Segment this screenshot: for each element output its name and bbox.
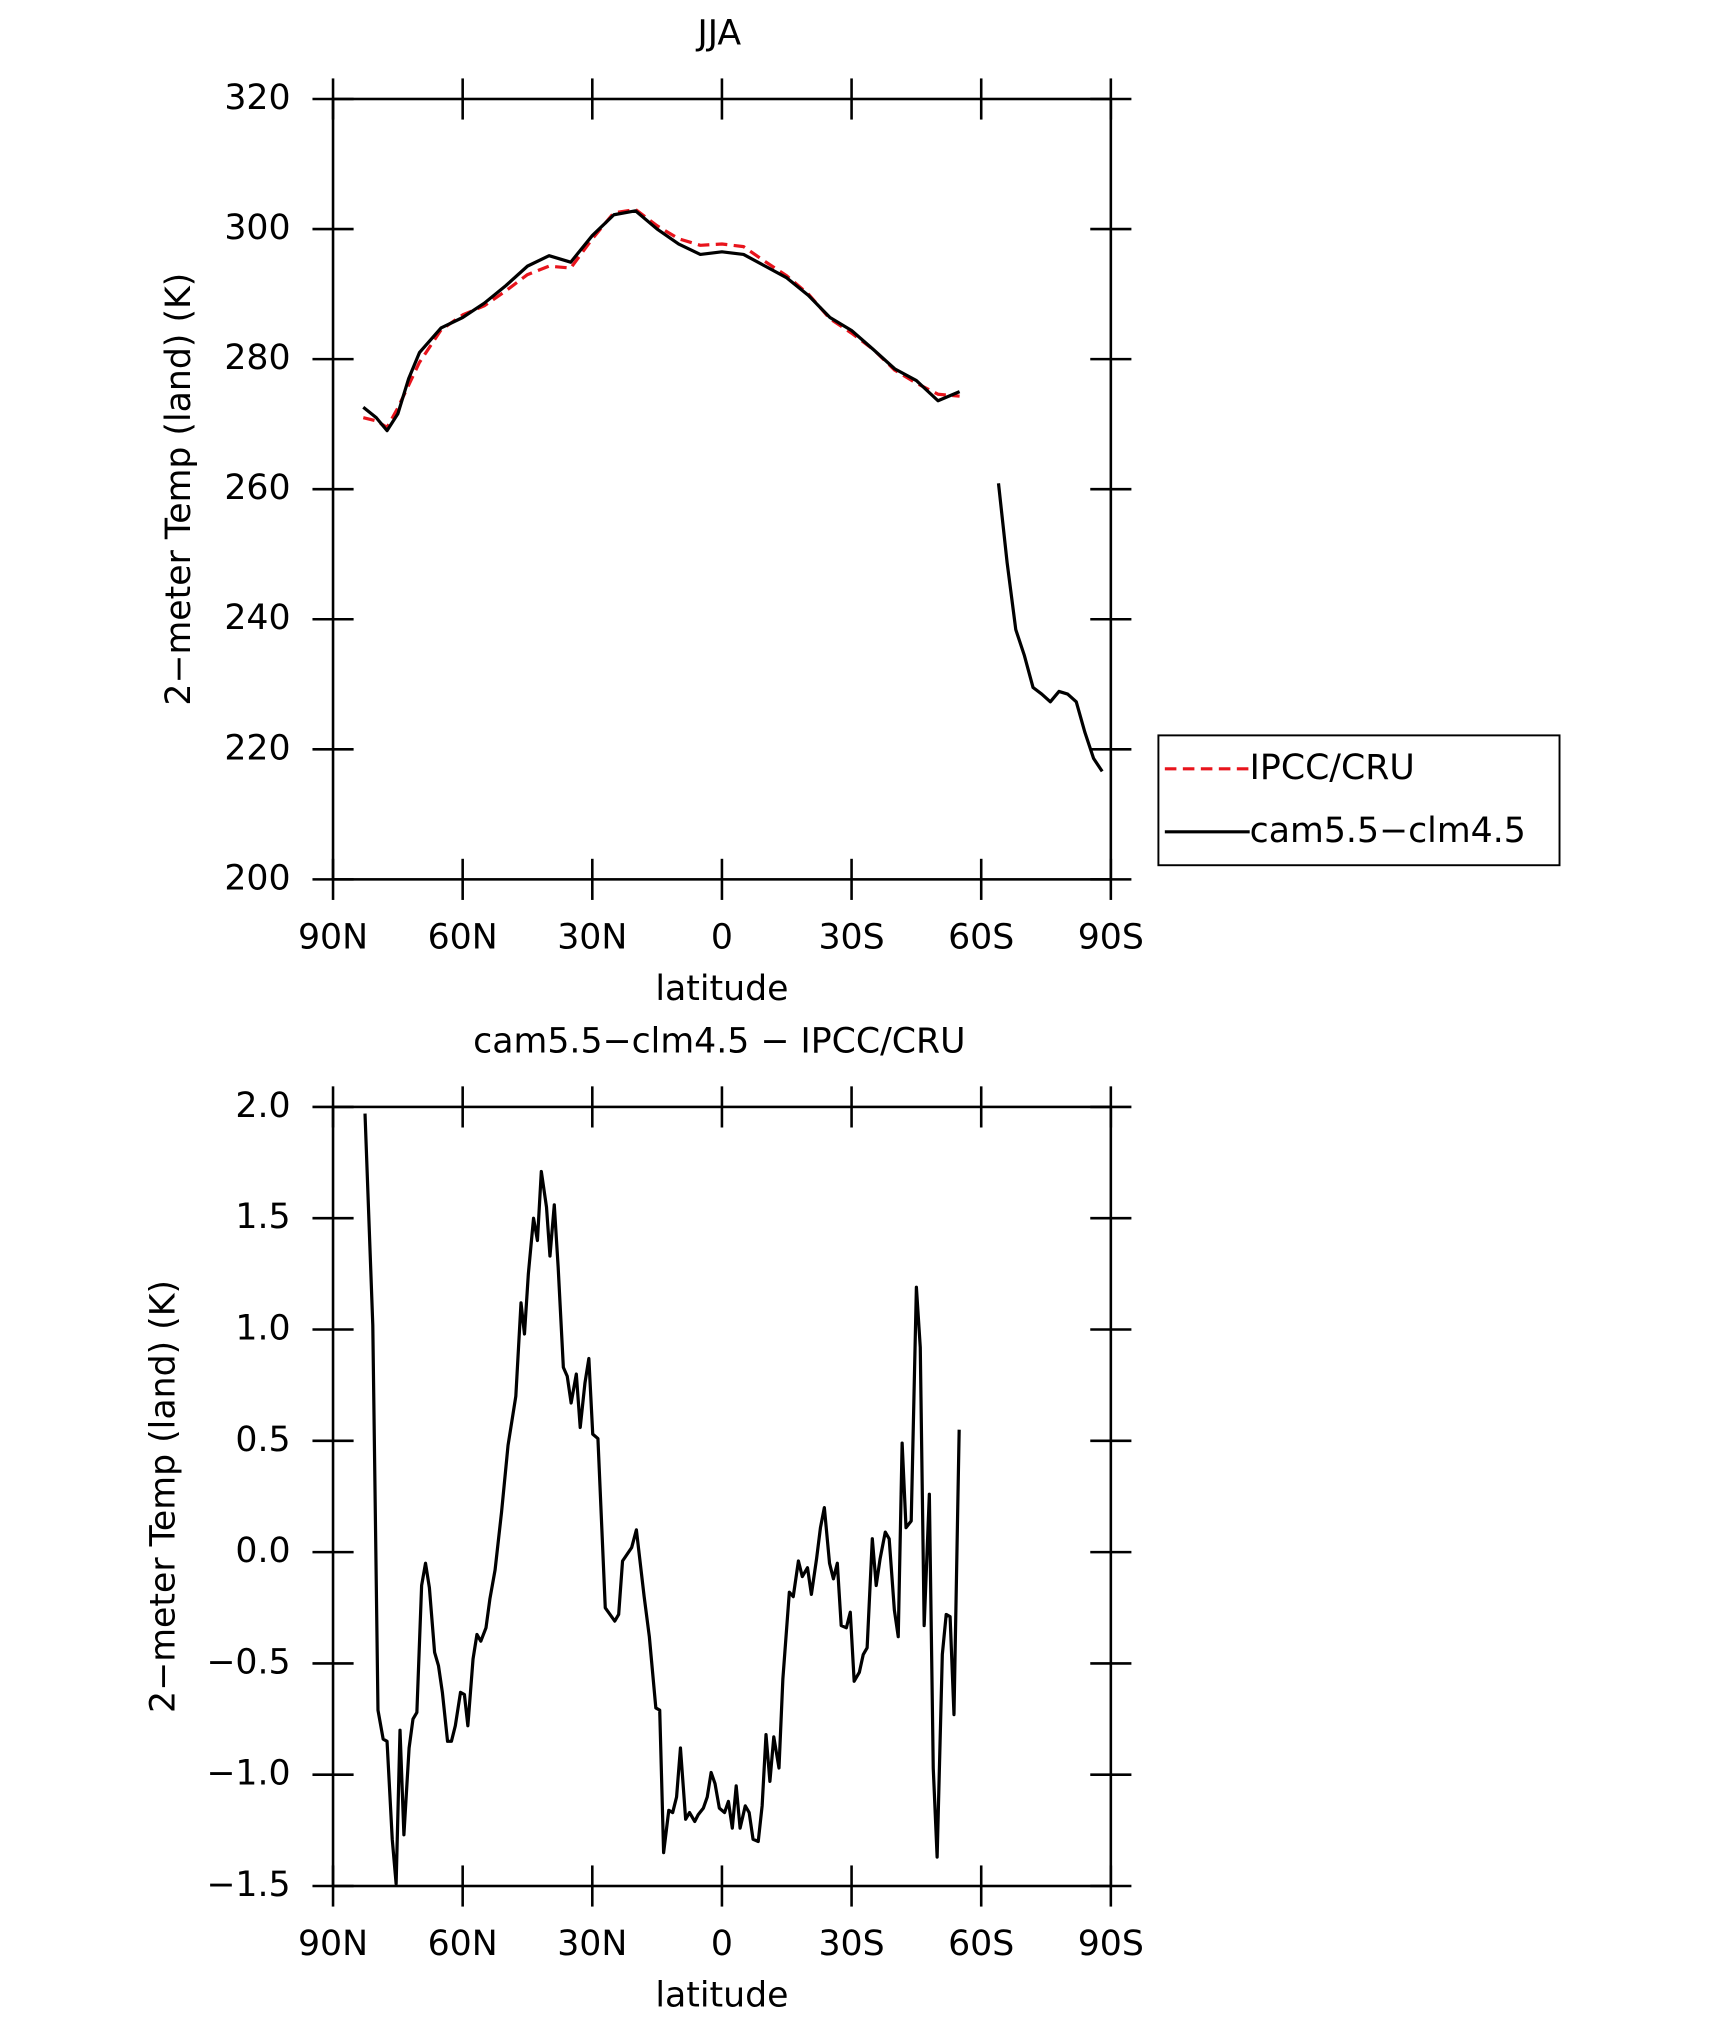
y-tick-label: −1.5 <box>206 1865 290 1905</box>
y-tick-label: 0.5 <box>235 1420 290 1460</box>
x-tick-label: 60S <box>948 1924 1014 1964</box>
y-tick-label: 0.0 <box>235 1531 290 1571</box>
x-tick-label: 90N <box>298 1924 368 1964</box>
y-axis-title: 2−meter Temp (land) (K) <box>144 1280 184 1713</box>
x-tick-label: 90N <box>298 918 368 958</box>
plot-frame <box>331 97 1113 881</box>
y-tick-label: 280 <box>224 338 290 378</box>
x-tick-label: 30N <box>557 1924 627 1964</box>
chart-title: JJA <box>696 14 742 54</box>
y-tick-label: 320 <box>224 78 290 118</box>
data-line <box>362 209 1104 773</box>
chart-title: cam5.5−clm4.5 − IPCC/CRU <box>473 1022 965 1062</box>
y-tick-label: 300 <box>224 208 290 248</box>
x-axis-title: latitude <box>655 969 788 1009</box>
x-tick-label: 60N <box>428 1924 498 1964</box>
y-tick-label: 200 <box>224 858 290 898</box>
x-tick-label: 60S <box>948 918 1014 958</box>
y-tick-label: −1.0 <box>206 1754 290 1794</box>
x-tick-label: 90S <box>1078 918 1144 958</box>
x-tick-label: 90S <box>1078 1924 1144 1964</box>
y-tick-label: 260 <box>224 468 290 508</box>
x-tick-label: 30S <box>818 1924 884 1964</box>
y-axis-title: 2−meter Temp (land) (K) <box>159 273 199 706</box>
x-tick-label: 60N <box>428 918 498 958</box>
x-tick-label: 30N <box>557 918 627 958</box>
y-tick-label: 220 <box>224 728 290 768</box>
y-tick-label: 1.5 <box>235 1197 290 1237</box>
x-axis-title: latitude <box>655 1976 788 2016</box>
legend-label: IPCC/CRU <box>1250 748 1415 788</box>
y-tick-label: −0.5 <box>206 1642 290 1682</box>
x-tick-label: 0 <box>711 918 733 958</box>
y-tick-label: 1.0 <box>235 1309 290 1349</box>
y-tick-label: 2.0 <box>235 1086 290 1126</box>
legend-box <box>1157 734 1561 867</box>
y-tick-label: 240 <box>224 598 290 638</box>
plot-frame <box>331 1105 1113 1888</box>
data-line <box>363 1113 961 1886</box>
x-tick-label: 30S <box>818 918 884 958</box>
x-tick-label: 0 <box>711 1924 733 1964</box>
legend-label: cam5.5−clm4.5 <box>1250 811 1526 851</box>
data-line <box>362 207 960 430</box>
